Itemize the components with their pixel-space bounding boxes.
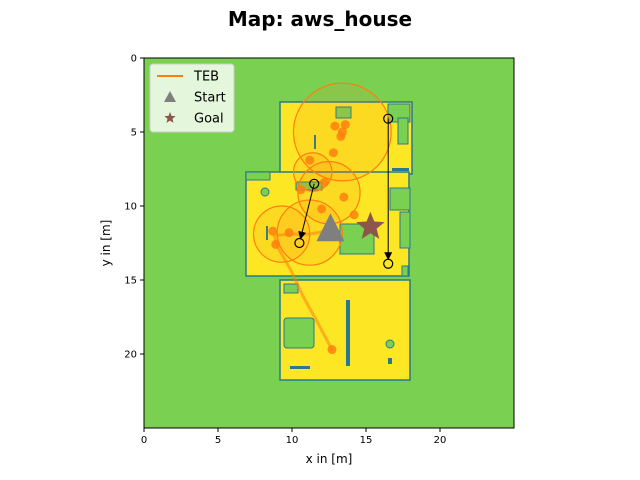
- teb-pose-point: [271, 239, 281, 249]
- x-tick-label: 20: [434, 435, 447, 446]
- chart-title: Map: aws_house: [228, 7, 412, 31]
- y-tick-label: 20: [124, 350, 137, 361]
- waypoint-arrow: [298, 183, 315, 240]
- y-tick-label: 0: [131, 54, 137, 65]
- waypoint-marker: [294, 237, 305, 249]
- legend-swatch-start: [164, 91, 176, 102]
- goal-marker: [356, 211, 385, 239]
- legend-label: Goal: [194, 112, 224, 127]
- waypoint-marker: [383, 113, 394, 124]
- teb-pose-point: [327, 345, 337, 355]
- obstacle: [260, 187, 270, 197]
- obstacle: [283, 317, 315, 349]
- obstacle: [283, 283, 299, 294]
- teb-pose-point: [296, 185, 306, 195]
- legend-label: TEB: [193, 70, 219, 85]
- obstacle: [385, 339, 395, 349]
- teb-pose-point: [320, 177, 330, 187]
- obstacle: [399, 211, 411, 249]
- obstacle: [266, 226, 268, 240]
- obstacle: [346, 300, 350, 366]
- obstacle: [397, 117, 409, 145]
- obstacle: [389, 187, 411, 211]
- obstacle: [401, 265, 409, 277]
- waypoint-marker: [383, 258, 394, 269]
- y-axis-label: y in [m]: [99, 220, 113, 267]
- teb-pose-point: [349, 210, 359, 220]
- obstacle: [392, 168, 409, 171]
- obstacle: [245, 171, 271, 181]
- y-axis: 0 5 10 15 20: [124, 54, 144, 361]
- x-tick-label: 5: [215, 435, 221, 446]
- x-axis-label: x in [m]: [306, 452, 353, 466]
- teb-pose-point: [330, 121, 340, 131]
- obstacle: [388, 358, 392, 364]
- obstacle: [314, 135, 316, 149]
- y-tick-label: 10: [124, 202, 137, 213]
- teb-pose-point: [340, 120, 350, 130]
- y-tick-label: 5: [131, 128, 137, 139]
- teb-pose-point: [305, 155, 315, 165]
- plot-frame: [143, 57, 515, 429]
- teb-layer: [252, 82, 392, 355]
- x-tick-label: 10: [286, 435, 299, 446]
- marker-layer: [294, 113, 394, 269]
- teb-pose-point: [328, 148, 338, 158]
- teb-pose-point: [336, 131, 346, 141]
- x-tick-label: 15: [360, 435, 373, 446]
- y-tick-label: 15: [124, 276, 137, 287]
- x-tick-label: 0: [141, 435, 147, 446]
- start-marker: [316, 213, 345, 242]
- teb-pose-point: [284, 228, 294, 238]
- obstacle: [335, 106, 352, 119]
- legend-swatch-goal: [164, 112, 176, 123]
- waypoint-marker: [309, 178, 320, 189]
- obstacle: [290, 366, 310, 369]
- legend: TEB Start Goal: [149, 63, 235, 133]
- teb-pose-point: [317, 204, 327, 214]
- legend-label: Start: [194, 91, 226, 106]
- teb-pose-point: [339, 192, 349, 202]
- plot-area: [143, 57, 515, 429]
- x-axis: 0 5 10 15 20: [141, 428, 447, 446]
- teb-pose-point: [268, 226, 278, 236]
